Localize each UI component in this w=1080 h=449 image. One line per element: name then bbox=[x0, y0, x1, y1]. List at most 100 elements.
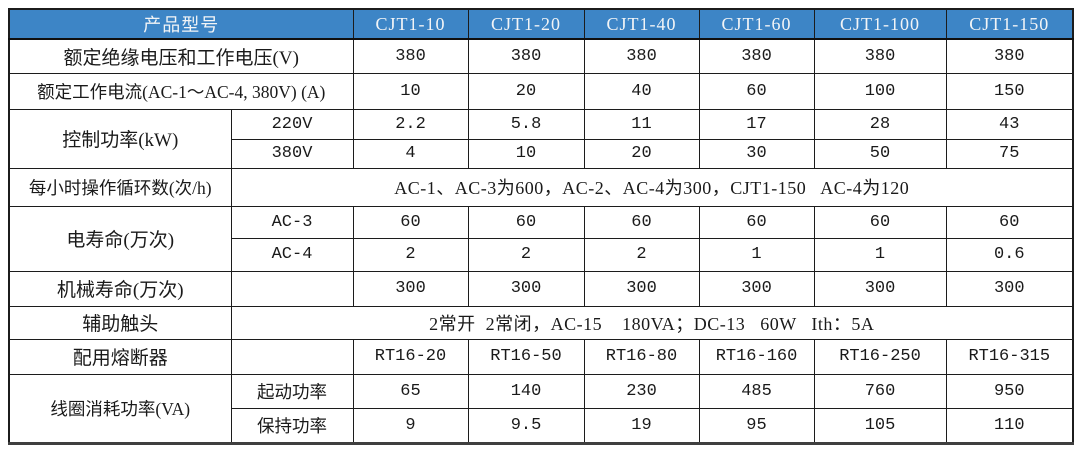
row-electrical-life-ac4: AC-4 2 2 2 1 1 0.6 bbox=[9, 237, 1074, 272]
value-cell: 43 bbox=[945, 108, 1074, 140]
value-cell: 75 bbox=[945, 138, 1074, 169]
value-cell: 380 bbox=[583, 38, 700, 74]
value-cell: 105 bbox=[813, 407, 947, 444]
mechanical-life-label: 机械寿命(万次) bbox=[8, 270, 232, 307]
row-electrical-life-ac3: 电寿命(万次) AC-3 60 60 60 60 60 60 bbox=[8, 205, 1074, 272]
value-cell: 11 bbox=[583, 108, 700, 140]
row-cycles-per-hour: 每小时操作循环数(次/h) AC-1、AC-3为600，AC-2、AC-4为30… bbox=[8, 167, 1074, 207]
value-cell: 9 bbox=[352, 407, 469, 444]
column-header-cjt1-100: CJT1-100 bbox=[813, 8, 947, 40]
value-cell: 65 bbox=[352, 373, 469, 409]
value-cell: RT16-50 bbox=[467, 338, 585, 375]
value-cell: 20 bbox=[583, 138, 700, 169]
value-cell: 40 bbox=[583, 72, 700, 110]
value-cell: 300 bbox=[813, 270, 947, 307]
value-cell: RT16-315 bbox=[945, 338, 1074, 375]
value-cell: 950 bbox=[945, 373, 1074, 409]
value-cell: 380 bbox=[467, 38, 585, 74]
value-cell: 10 bbox=[352, 72, 469, 110]
value-cell: 28 bbox=[813, 108, 947, 140]
value-cell: 300 bbox=[698, 270, 815, 307]
value-cell: 230 bbox=[583, 373, 700, 409]
value-cell: 380 bbox=[945, 38, 1074, 74]
value-cell: 100 bbox=[813, 72, 947, 110]
value-cell: RT16-160 bbox=[698, 338, 815, 375]
row-rated-current: 额定工作电流(AC-1～AC-4, 380V) (A) 10 20 40 60 … bbox=[8, 72, 1074, 110]
column-header-cjt1-10: CJT1-10 bbox=[352, 8, 469, 40]
value-cell: 30 bbox=[698, 138, 815, 169]
coil-power-label: 线圈消耗功率(VA) bbox=[8, 373, 232, 444]
value-cell: 300 bbox=[352, 270, 469, 307]
value-cell: 380 bbox=[352, 38, 469, 74]
value-cell: 10 bbox=[467, 138, 585, 169]
value-cell: 60 bbox=[583, 205, 700, 239]
value-cell: 1 bbox=[813, 237, 947, 272]
value-cell: RT16-20 bbox=[352, 338, 469, 375]
column-header-cjt1-40: CJT1-40 bbox=[583, 8, 700, 40]
value-cell: 60 bbox=[945, 205, 1074, 239]
electrical-life-label: 电寿命(万次) bbox=[8, 205, 232, 272]
value-cell: 60 bbox=[467, 205, 585, 239]
value-cell: 485 bbox=[698, 373, 815, 409]
value-cell: 2 bbox=[583, 237, 700, 272]
control-power-220v-sublabel: 220V bbox=[230, 108, 354, 140]
value-cell: 380 bbox=[813, 38, 947, 74]
value-cell: 300 bbox=[945, 270, 1074, 307]
column-header-cjt1-150: CJT1-150 bbox=[945, 8, 1074, 40]
cycles-per-hour-value: AC-1、AC-3为600，AC-2、AC-4为300，CJT1-150 AC-… bbox=[230, 167, 1074, 207]
rated-voltage-label: 额定绝缘电压和工作电压(V) bbox=[8, 38, 354, 74]
value-cell: 0.6 bbox=[945, 237, 1074, 272]
value-cell: 9.5 bbox=[467, 407, 585, 444]
value-cell: 300 bbox=[467, 270, 585, 307]
row-mechanical-life: 机械寿命(万次) 300 300 300 300 300 300 bbox=[8, 270, 1074, 307]
value-cell: 5.8 bbox=[467, 108, 585, 140]
value-cell: 2.2 bbox=[352, 108, 469, 140]
row-control-power-380v: 380V 4 10 20 30 50 75 bbox=[9, 138, 1074, 169]
row-auxiliary-contacts: 辅助触头 2常开 2常闭，AC-15 180VA；DC-13 60W Ith：5… bbox=[8, 305, 1074, 340]
value-cell: 60 bbox=[698, 72, 815, 110]
value-cell: 300 bbox=[583, 270, 700, 307]
value-cell: 760 bbox=[813, 373, 947, 409]
value-cell: 150 bbox=[945, 72, 1074, 110]
value-cell: 4 bbox=[352, 138, 469, 169]
value-cell: 60 bbox=[352, 205, 469, 239]
column-header-product-model: 产品型号 bbox=[8, 8, 354, 40]
value-cell: 2 bbox=[467, 237, 585, 272]
header-row: 产品型号 CJT1-10 CJT1-20 CJT1-40 CJT1-60 CJT… bbox=[8, 8, 1074, 40]
empty-cell bbox=[230, 270, 354, 307]
column-header-cjt1-20: CJT1-20 bbox=[467, 8, 585, 40]
value-cell: 1 bbox=[698, 237, 815, 272]
row-coil-power-start: 线圈消耗功率(VA) 起动功率 65 140 230 485 760 950 bbox=[8, 373, 1074, 444]
value-cell: 140 bbox=[467, 373, 585, 409]
column-header-cjt1-60: CJT1-60 bbox=[698, 8, 815, 40]
fuse-label: 配用熔断器 bbox=[8, 338, 232, 375]
rated-current-label: 额定工作电流(AC-1～AC-4, 380V) (A) bbox=[8, 72, 354, 110]
electrical-life-ac3-sublabel: AC-3 bbox=[230, 205, 354, 239]
value-cell: 19 bbox=[583, 407, 700, 444]
value-cell: RT16-80 bbox=[583, 338, 700, 375]
value-cell: RT16-250 bbox=[813, 338, 947, 375]
value-cell: 95 bbox=[698, 407, 815, 444]
auxiliary-contacts-label: 辅助触头 bbox=[8, 305, 232, 340]
coil-power-start-sublabel: 起动功率 bbox=[230, 373, 354, 409]
value-cell: 20 bbox=[467, 72, 585, 110]
row-fuse: 配用熔断器 RT16-20 RT16-50 RT16-80 RT16-160 R… bbox=[8, 338, 1074, 375]
value-cell: 17 bbox=[698, 108, 815, 140]
auxiliary-contacts-value: 2常开 2常闭，AC-15 180VA；DC-13 60W Ith：5A bbox=[230, 305, 1074, 340]
control-power-380v-sublabel: 380V bbox=[230, 138, 354, 169]
row-rated-voltage: 额定绝缘电压和工作电压(V) 380 380 380 380 380 380 bbox=[8, 38, 1074, 74]
value-cell: 380 bbox=[698, 38, 815, 74]
value-cell: 60 bbox=[813, 205, 947, 239]
cycles-per-hour-label: 每小时操作循环数(次/h) bbox=[8, 167, 232, 207]
value-cell: 110 bbox=[945, 407, 1074, 444]
value-cell: 60 bbox=[698, 205, 815, 239]
row-coil-power-hold: 保持功率 9 9.5 19 95 105 110 bbox=[9, 407, 1074, 444]
electrical-life-ac4-sublabel: AC-4 bbox=[230, 237, 354, 272]
empty-cell bbox=[230, 338, 354, 375]
row-control-power-220v: 控制功率(kW) 220V 2.2 5.8 11 17 28 43 bbox=[8, 108, 1074, 169]
value-cell: 2 bbox=[352, 237, 469, 272]
spec-table: 产品型号 CJT1-10 CJT1-20 CJT1-40 CJT1-60 CJT… bbox=[8, 8, 1074, 445]
value-cell: 50 bbox=[813, 138, 947, 169]
coil-power-hold-sublabel: 保持功率 bbox=[230, 407, 354, 444]
